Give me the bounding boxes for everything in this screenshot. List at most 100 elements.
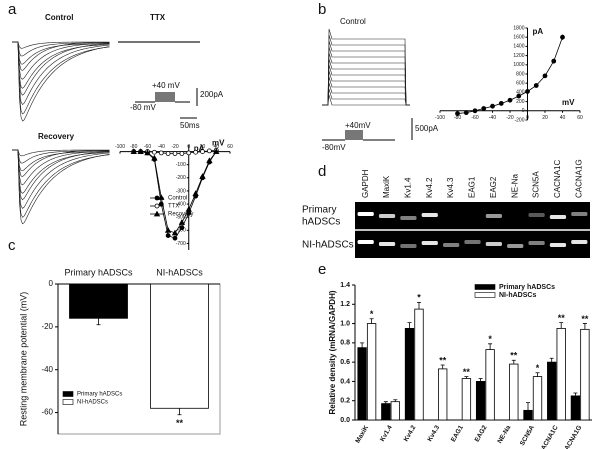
marker <box>179 225 185 231</box>
y-tick-label: -500 <box>176 215 186 221</box>
gel-band <box>549 215 567 219</box>
gel-band <box>485 214 502 218</box>
y-tick-label: -200 <box>514 117 524 123</box>
trace <box>12 149 110 225</box>
y-axis-label: pA <box>194 144 205 153</box>
x-tick-label: 60 <box>577 115 583 121</box>
gel-band <box>421 213 438 217</box>
x-axis-label: mV <box>562 98 575 107</box>
marker <box>560 34 565 40</box>
marker <box>192 190 199 196</box>
error-bar <box>478 378 483 382</box>
y-tick-label: -600 <box>176 228 186 234</box>
y-tick-label: -300 <box>176 188 186 194</box>
trace <box>322 70 410 106</box>
x-tick-label: MaxiK <box>354 424 370 444</box>
y-axis-label: Resting membrane potential (mV) <box>18 292 28 427</box>
trace <box>12 41 110 122</box>
panel-label: c <box>8 237 16 254</box>
x-tick-label: -60 <box>144 144 151 150</box>
marker <box>463 110 469 116</box>
y-tick-label: 0.4 <box>340 378 350 385</box>
error-bar <box>417 301 421 310</box>
lane-label: MaxiK <box>382 175 391 198</box>
marker <box>151 154 158 161</box>
y-axis-label: Relative density (mRNA/GAPDH) <box>328 290 337 414</box>
y-tick-label: 0 <box>522 108 525 114</box>
trace <box>322 94 410 106</box>
x-axis-label: mV <box>212 139 225 148</box>
significance: ** <box>463 367 471 377</box>
error-bar <box>526 402 530 411</box>
trace <box>12 149 110 194</box>
error-bar <box>440 364 445 369</box>
trace <box>12 41 110 89</box>
legend-label: TTX <box>168 204 179 210</box>
y-tick-label: -40 <box>41 365 53 374</box>
bar <box>580 328 590 421</box>
stimulus-step <box>155 92 175 102</box>
lane-label: GAPDH <box>361 169 370 198</box>
marker <box>164 226 172 233</box>
trace <box>12 41 110 96</box>
trace <box>12 149 110 218</box>
panel-label: d <box>318 163 326 180</box>
error-bar <box>360 342 365 348</box>
marker <box>153 210 161 217</box>
trace <box>322 28 410 106</box>
bar <box>570 395 581 421</box>
marker <box>507 97 513 103</box>
trace <box>12 149 110 177</box>
trace <box>322 58 410 106</box>
legend-label: Primary hADSCs <box>499 284 555 291</box>
x-tick-label: NE-Na <box>496 424 512 445</box>
lane-label: SCN5A <box>532 171 541 198</box>
y-tick-label: -60 <box>41 408 53 417</box>
error-bar <box>535 372 540 377</box>
x-tick-label: Primary hADSCs <box>64 267 133 277</box>
error-bar <box>573 392 578 396</box>
legend-swatch <box>62 399 74 405</box>
trace-title: Recovery <box>38 132 75 141</box>
step-label: -80mV <box>322 143 346 152</box>
error-bar <box>393 399 398 402</box>
error-bar <box>177 408 182 416</box>
trace <box>12 149 110 186</box>
x-tick-label: -60 <box>471 115 478 121</box>
legend-label: NI-hADSCs <box>499 292 536 299</box>
lane-label: Kv1.4 <box>404 177 413 198</box>
x-tick-label: 40 <box>560 115 566 121</box>
marker <box>200 149 205 154</box>
bar <box>357 347 367 421</box>
trace <box>12 41 110 105</box>
legend-label: Primary hADSCs <box>77 392 122 398</box>
y-tick-label: 600 <box>516 81 525 87</box>
x-tick-label: CACNA1C <box>538 424 560 449</box>
trace <box>322 40 410 106</box>
x-tick-label: -40 <box>489 115 496 121</box>
lane-label: CACNA1G <box>574 159 583 198</box>
row-label: NI-hADSCs <box>302 240 354 251</box>
y-tick-label: 1.0 <box>340 320 350 327</box>
trace <box>12 149 110 157</box>
marker <box>151 149 157 155</box>
scale-label: 50ms <box>180 121 200 130</box>
marker <box>130 148 137 154</box>
significance: ** <box>176 418 184 428</box>
x-tick-label: 20 <box>200 144 206 150</box>
panel-label: b <box>318 1 326 18</box>
marker <box>206 148 212 154</box>
panel-label: a <box>8 1 17 18</box>
marker <box>165 233 171 238</box>
bar <box>414 308 424 421</box>
lane-label: CACNA1C <box>553 160 562 198</box>
bar <box>461 378 472 421</box>
legend-label: NI-hADSCs <box>77 400 108 406</box>
y-tick-label: -20 <box>41 322 53 331</box>
trace <box>322 52 410 106</box>
y-axis-label: pA <box>533 27 544 36</box>
bar <box>438 368 448 421</box>
marker <box>455 111 460 116</box>
marker <box>199 173 206 179</box>
lane-label: EAG1 <box>468 176 477 198</box>
